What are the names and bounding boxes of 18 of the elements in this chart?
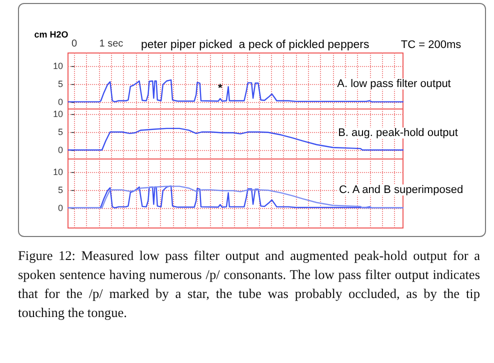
y-tick-label: 0 xyxy=(58,145,63,156)
annotation: C. A and B superimposed xyxy=(338,184,464,196)
y-tick-label: 0 xyxy=(58,202,63,213)
y-tick-label: 0 xyxy=(58,96,63,107)
y-tick-label: 10 xyxy=(52,109,63,120)
x-tick-label: 1 sec xyxy=(99,38,124,50)
caption: Figure 12: Measured low pass filter output and augmented peak-hold output for a spoken sentence having numerous /p/ consonants. The low pass filter output indicates that for the /p/ marked by a star, the tube was probably occluded, as by the tip touching the tongue. xyxy=(18,247,480,322)
y-tick-label: 10 xyxy=(52,166,63,177)
y-tick-label: 5 xyxy=(58,78,63,89)
y-axis-title: cm H2O xyxy=(34,30,68,40)
chart-title: peter piper picked a peck of pickled peppers xyxy=(141,39,370,51)
y-tick-label: 5 xyxy=(58,127,63,138)
annotation: A. low pass filter output xyxy=(337,78,451,90)
annotation: * xyxy=(218,82,224,94)
y-tick-label: 10 xyxy=(52,60,63,71)
annotation: B. aug. peak-hold output xyxy=(338,127,458,139)
y-tick-label: 5 xyxy=(58,184,63,195)
text: TC = 200ms xyxy=(400,39,462,51)
